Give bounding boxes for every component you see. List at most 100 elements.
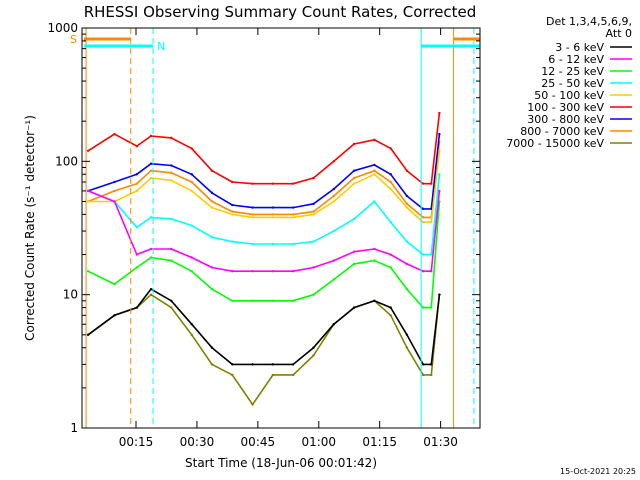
series-point xyxy=(438,149,441,152)
series-point xyxy=(135,306,139,309)
series-point xyxy=(170,299,173,302)
legend-entry-label: 12 - 25 keV xyxy=(541,65,604,78)
series-point xyxy=(291,269,295,273)
series-point xyxy=(421,220,425,224)
series-point xyxy=(210,191,214,195)
series-point xyxy=(170,179,173,182)
chart-title: RHESSI Observing Summary Count Rates, Co… xyxy=(84,3,477,21)
series-point xyxy=(389,220,392,224)
series-point xyxy=(312,213,315,216)
series-point xyxy=(135,253,139,256)
series-point xyxy=(190,189,193,193)
series-point xyxy=(86,200,90,203)
series-point xyxy=(332,200,335,203)
series-point xyxy=(438,132,441,136)
series-point xyxy=(113,180,116,184)
series-point xyxy=(352,262,356,266)
series-point xyxy=(421,269,425,273)
legend-entry-label: 6 - 12 keV xyxy=(548,53,604,66)
series-point xyxy=(149,287,153,291)
series-point xyxy=(389,180,392,184)
series-point xyxy=(332,194,335,198)
series-point xyxy=(149,134,153,138)
series-point xyxy=(135,266,139,269)
series-point xyxy=(190,256,193,259)
series-point xyxy=(86,333,90,337)
series-point xyxy=(373,173,376,176)
vertical-markers xyxy=(85,28,475,428)
y-tick-label: 10 xyxy=(63,288,78,302)
series-point xyxy=(421,306,425,309)
series-point xyxy=(113,314,116,317)
flag-bars: SN xyxy=(70,33,480,53)
plot-frame xyxy=(81,27,481,429)
series-point xyxy=(373,200,376,203)
x-tick-label: 01:30 xyxy=(423,435,458,449)
series-point xyxy=(271,363,275,366)
series-point xyxy=(389,266,392,269)
series-line xyxy=(88,150,441,223)
x-axis-label: Start Time (18-Jun-06 00:01:42) xyxy=(185,456,377,470)
series-point xyxy=(135,173,139,176)
series-point xyxy=(312,210,315,213)
series-group xyxy=(86,111,441,406)
series-point xyxy=(86,269,90,273)
series-point xyxy=(373,299,376,302)
series-point xyxy=(438,173,441,176)
y-tick-label: 100 xyxy=(55,154,78,168)
series-point xyxy=(405,333,409,337)
series-point xyxy=(405,287,409,291)
series-line xyxy=(87,174,441,256)
x-tick-label: 00:15 xyxy=(119,435,154,449)
series-point xyxy=(430,182,433,185)
series-point xyxy=(231,210,234,213)
series-point xyxy=(251,299,254,302)
series-point xyxy=(405,169,409,172)
series-point xyxy=(430,207,433,211)
series-point xyxy=(251,213,254,216)
series-point xyxy=(389,173,392,176)
series-point xyxy=(170,306,173,309)
series-point xyxy=(312,240,315,243)
series-point xyxy=(231,203,234,207)
series-point xyxy=(231,299,234,302)
series-point xyxy=(312,266,315,269)
series-point xyxy=(312,346,315,349)
series-point xyxy=(170,217,173,221)
series-point xyxy=(352,306,356,309)
y-axis: 1 10 100 1000 xyxy=(47,21,480,435)
series-point xyxy=(405,194,409,198)
series-point xyxy=(312,354,315,357)
series-point xyxy=(332,278,335,281)
series-point xyxy=(438,189,441,193)
series-point xyxy=(113,282,116,286)
series-point xyxy=(430,363,433,366)
series-point xyxy=(373,138,376,142)
series-point xyxy=(170,259,173,262)
series-point xyxy=(312,293,315,296)
series-point xyxy=(438,293,441,296)
series-point xyxy=(291,299,295,302)
series-point xyxy=(251,269,254,273)
series-point xyxy=(251,242,254,246)
y-tick-label: 1 xyxy=(70,421,78,435)
series-line xyxy=(87,141,441,219)
series-point xyxy=(332,259,335,262)
series-point xyxy=(149,293,153,296)
flag-label: N xyxy=(157,40,165,53)
series-point xyxy=(373,247,376,251)
legend-header-line-2: Att 0 xyxy=(606,27,632,40)
x-tick-label: 01:15 xyxy=(362,435,397,449)
series-point xyxy=(113,200,116,203)
series-point xyxy=(271,213,275,216)
x-tick-label: 00:30 xyxy=(180,435,215,449)
series-point xyxy=(251,363,254,366)
series-point xyxy=(332,160,335,163)
series-point xyxy=(389,314,392,317)
flag-label: S xyxy=(70,33,77,46)
series-point xyxy=(421,216,425,219)
x-tick-label: 00:45 xyxy=(241,435,276,449)
series-point xyxy=(405,240,409,243)
series-point xyxy=(251,403,254,406)
x-axis: 00:15 00:30 00:45 01:00 01:15 01:30 xyxy=(119,28,458,449)
